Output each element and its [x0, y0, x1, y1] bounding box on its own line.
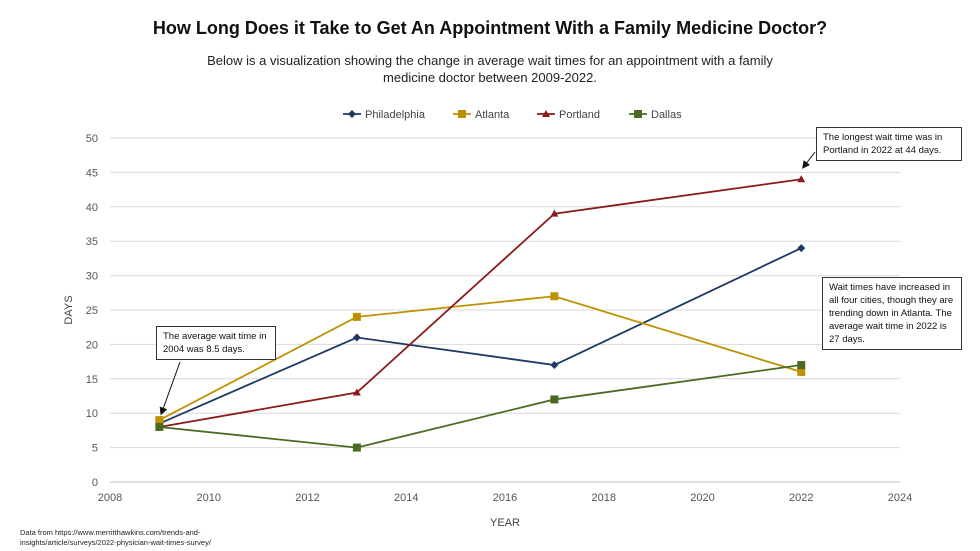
x-axis-label: YEAR [490, 517, 520, 529]
point-philadelphia-2017 [550, 361, 559, 370]
series-line-atlanta [158, 295, 802, 421]
x-tick-2020: 2020 [690, 492, 714, 504]
point-dallas-2009 [155, 422, 164, 431]
source-note: Data from https://www.merritthawkins.com… [20, 528, 211, 547]
legend-marker-portland [542, 110, 550, 117]
y-tick-40: 40 [86, 202, 98, 214]
y-tick-50: 50 [86, 133, 98, 145]
chart-title: How Long Does it Take to Get An Appointm… [152, 18, 828, 38]
legend-label-philadelphia: Philadelphia [365, 109, 426, 121]
chart-subtitle: Below is a visualization showing the cha… [207, 53, 773, 85]
x-tick-2024: 2024 [888, 492, 912, 504]
y-tick-20: 20 [86, 339, 98, 351]
y-tick-5: 5 [92, 443, 98, 455]
series-line-portland [159, 178, 802, 428]
x-tick-2010: 2010 [197, 492, 221, 504]
point-atlanta-2022 [797, 367, 806, 376]
arrow-portland [802, 151, 816, 169]
legend: Philadelphia Atlanta Portland Dallas [343, 109, 682, 121]
y-tick-labels: 0 5 10 15 20 25 30 35 40 45 50 [86, 133, 98, 489]
grid-lines [110, 137, 900, 483]
legend-marker-atlanta [458, 110, 466, 118]
legend-marker-dallas [634, 110, 642, 118]
x-tick-2008: 2008 [98, 492, 122, 504]
point-portland-2022 [797, 175, 806, 183]
series-line-philadelphia [159, 247, 802, 425]
x-tick-2022: 2022 [789, 492, 813, 504]
y-tick-0: 0 [92, 477, 98, 489]
y-tick-25: 25 [86, 305, 98, 317]
annotation-portland: The longest wait time was in Portland in… [816, 127, 962, 161]
legend-marker-philadelphia [348, 110, 356, 118]
series-lines [155, 175, 806, 452]
legend-label-portland: Portland [559, 109, 600, 121]
point-dallas-2022 [797, 361, 806, 370]
x-tick-2018: 2018 [592, 492, 616, 504]
x-tick-2016: 2016 [493, 492, 517, 504]
y-tick-45: 45 [86, 167, 98, 179]
series-line-dallas [159, 364, 802, 449]
y-tick-30: 30 [86, 271, 98, 283]
point-dallas-2013 [352, 443, 361, 452]
y-tick-15: 15 [86, 374, 98, 386]
y-tick-10: 10 [86, 408, 98, 420]
point-philadelphia-2013 [352, 333, 361, 342]
annotation-start: The average wait time in 2004 was 8.5 da… [156, 326, 276, 360]
x-tick-labels: 2008 2010 2012 2014 2016 2018 2020 2022 2024 [98, 492, 912, 504]
point-dallas-2017 [550, 395, 559, 404]
x-tick-2012: 2012 [295, 492, 319, 504]
arrow-start [159, 361, 181, 416]
legend-label-dallas: Dallas [651, 109, 682, 121]
point-portland-2017 [550, 209, 559, 217]
point-atlanta-2013 [352, 312, 361, 321]
annotation-arrows [159, 151, 816, 416]
point-atlanta-2017 [550, 292, 559, 301]
y-axis-label: DAYS [63, 295, 75, 324]
x-tick-2014: 2014 [394, 492, 418, 504]
point-atlanta-2009 [155, 416, 164, 425]
point-portland-2013 [352, 388, 361, 396]
annotation-wait-times: Wait times have increased in all four ci… [822, 277, 962, 350]
point-philadelphia-2022 [797, 244, 806, 253]
legend-label-atlanta: Atlanta [475, 109, 510, 121]
y-tick-35: 35 [86, 236, 98, 248]
